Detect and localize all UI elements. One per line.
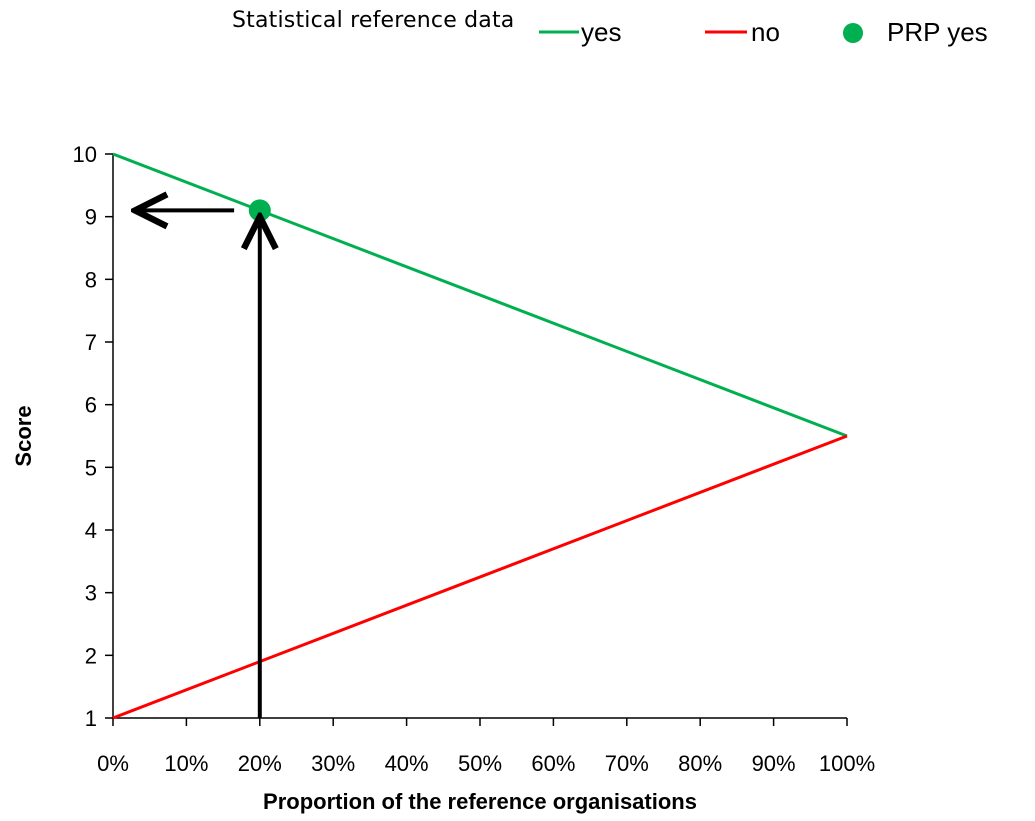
- axes: [112, 154, 847, 719]
- y-axis-title: Score: [11, 405, 36, 466]
- y-tick-label: 2: [85, 643, 97, 668]
- annotation-group: [135, 210, 260, 718]
- x-tick-label: 90%: [752, 751, 796, 776]
- legend-swatch-prp-yes: [843, 23, 863, 43]
- legend-label-no: no: [751, 17, 780, 47]
- y-tick-label: 1: [85, 706, 97, 731]
- x-axis-ticks: 0% 10% 20% 30% 40% 50% 60% 70% 80% 90% 100%: [97, 718, 875, 776]
- x-tick-label: 0%: [97, 751, 129, 776]
- x-tick-label: 100%: [819, 751, 875, 776]
- x-tick-label: 80%: [678, 751, 722, 776]
- x-tick-label: 10%: [164, 751, 208, 776]
- series-line-no: [112, 434, 848, 720]
- x-axis-title: Proportion of the reference organisation…: [263, 789, 697, 814]
- x-tick-label: 20%: [238, 751, 282, 776]
- series-group: [112, 152, 848, 720]
- chart-title: Statistical reference data: [232, 8, 515, 33]
- x-tick-label: 40%: [385, 751, 429, 776]
- legend-label-prp-yes: PRP yes: [887, 17, 988, 47]
- y-axis-ticks: 1 2 3 4 5 6 7 8 9 10: [73, 142, 113, 731]
- x-tick-label: 50%: [458, 751, 502, 776]
- x-tick-label: 70%: [605, 751, 649, 776]
- x-tick-label: 30%: [311, 751, 355, 776]
- y-tick-label: 7: [85, 330, 97, 355]
- series-line-yes: [112, 152, 848, 438]
- legend-label-yes: yes: [581, 17, 621, 47]
- y-tick-label: 9: [85, 205, 97, 230]
- y-tick-label: 3: [85, 581, 97, 606]
- y-tick-label: 10: [73, 142, 97, 167]
- x-tick-label: 60%: [531, 751, 575, 776]
- y-tick-label: 6: [85, 393, 97, 418]
- y-tick-label: 4: [85, 518, 97, 543]
- legend: yes no PRP yes: [539, 17, 988, 47]
- y-tick-label: 8: [85, 267, 97, 292]
- y-tick-label: 5: [85, 455, 97, 480]
